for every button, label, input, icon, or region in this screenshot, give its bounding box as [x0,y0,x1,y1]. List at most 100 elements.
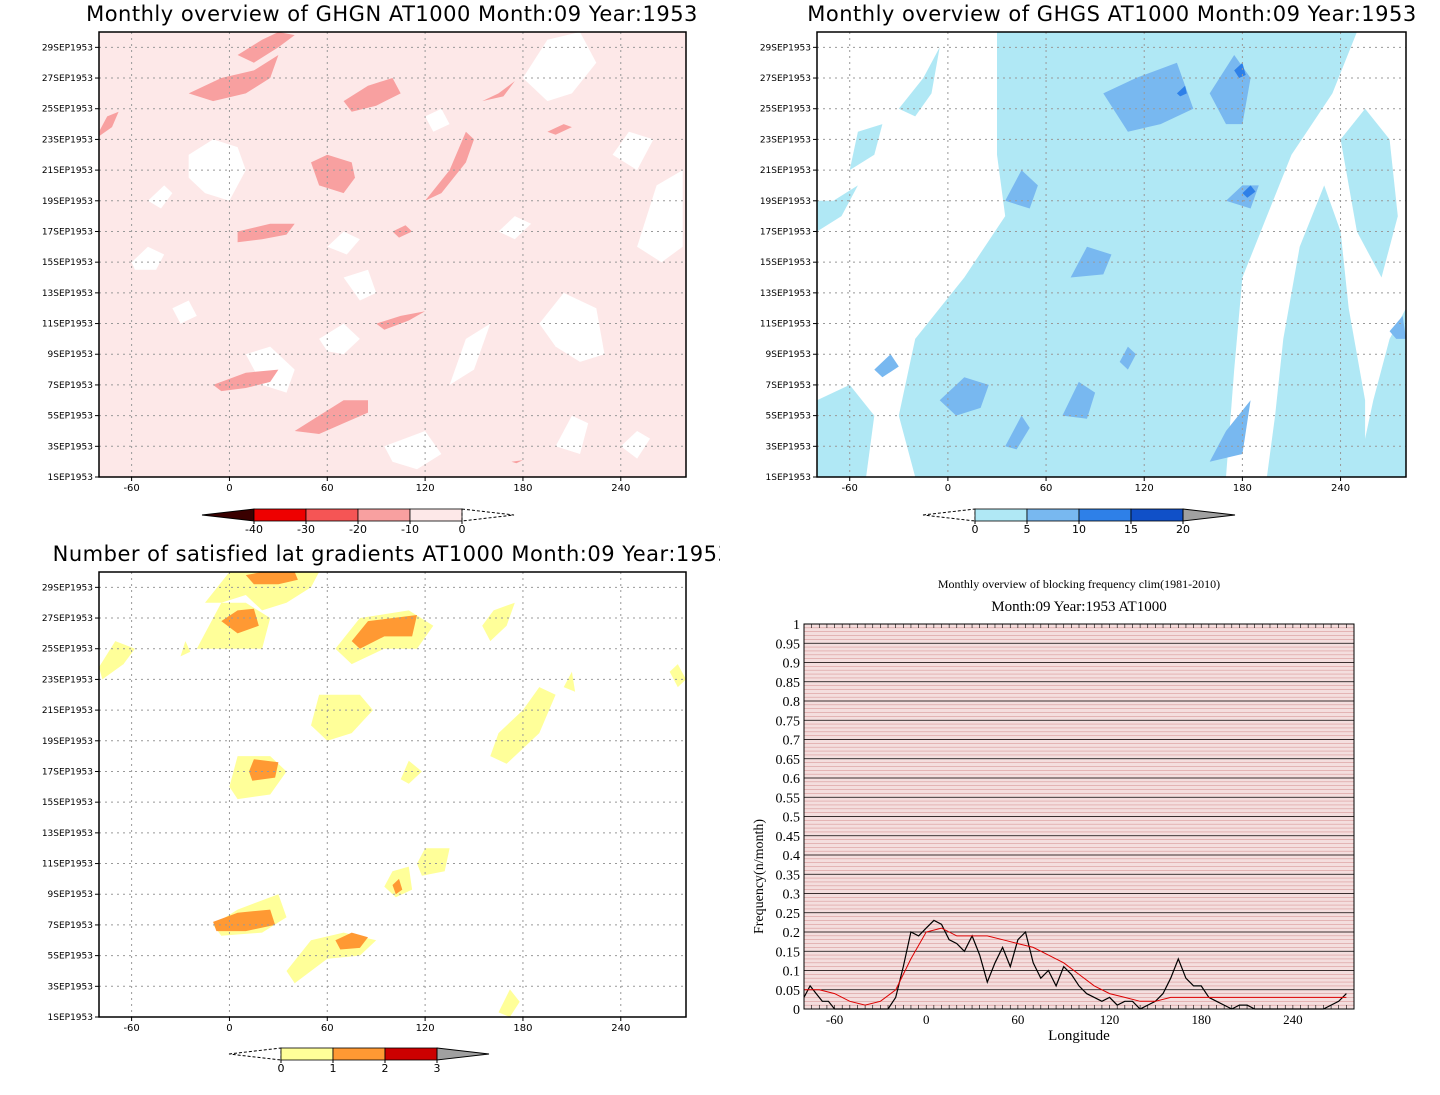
x-tick-label: 120 [1100,1012,1120,1027]
y-tick-label: 11SEP1953 [42,860,93,870]
contour-region [327,231,360,255]
y-tick-label: 0.15 [776,945,801,960]
colorbar-swatch [253,508,307,522]
contour-region [384,431,442,470]
colorbar-extend-low [228,1047,282,1061]
y-tick-label: 15SEP1953 [42,258,93,268]
contour-region [294,400,368,434]
y-tick-label: 3SEP1953 [766,442,811,452]
contour-region [498,989,520,1017]
y-tick-label: 29SEP1953 [760,43,811,53]
x-tick-label: 180 [513,483,532,494]
y-tick-label: 13SEP1953 [760,289,811,299]
y-tick-label: 3SEP1953 [48,982,93,992]
y-tick-label: 13SEP1953 [42,829,93,839]
contour-region [1062,381,1096,419]
contour-region [1005,170,1038,209]
y-tick-label: 11SEP1953 [42,320,93,330]
contour-region [1070,246,1112,278]
contour-region [311,694,373,741]
x-tick-label: 120 [416,483,435,494]
x-tick-label: -60 [123,483,139,494]
contour-region [498,216,532,240]
contour-region [343,269,377,301]
y-tick-label: 0.3 [783,888,801,903]
y-tick-label: 0.5 [783,811,801,826]
y-tick-label: 9SEP1953 [48,890,93,900]
colorbar-label: 10 [1072,523,1086,536]
contour-region [547,124,572,135]
panel-blocking-frequency: Monthly overview of blocking frequency c… [720,560,1440,1091]
colorbar-swatch [974,508,1028,522]
y-tick-label: 19SEP1953 [42,737,93,747]
contour-region [522,32,597,102]
contour-region [392,878,403,895]
colorbar-swatch [1078,508,1132,522]
chart-title: Monthly overview of GHGS AT1000 Month:09… [807,2,1416,26]
contour-region [392,225,413,238]
y-tick-label: 0.8 [783,695,801,710]
y-tick-label: 0.4 [783,849,801,864]
chart-title: Monthly overview of GHGN AT1000 Month:09… [86,2,698,26]
y-tick-label: 0.25 [776,907,801,922]
contour-region [335,932,368,950]
y-tick-label: 27SEP1953 [42,614,93,624]
y-tick-label: 1SEP1953 [766,473,811,483]
regions-group [99,572,686,1017]
y-tick-label: 0.65 [776,753,801,768]
x-tick-label: 0 [226,483,232,494]
y-tick-label: 0.55 [776,791,801,806]
contour-region [188,139,246,201]
contour-region [237,223,295,243]
colorbar-label: 15 [1124,523,1138,536]
colorbar-label: -20 [349,523,367,536]
contour-region [147,185,173,209]
contour-region [213,909,276,932]
contour-region [1176,85,1187,97]
y-tick-label: 17SEP1953 [760,227,811,237]
y-tick-label: 9SEP1953 [766,350,811,360]
y-tick-label: 0.9 [783,657,801,672]
y-tick-label: 21SEP1953 [42,166,93,176]
y-tick-label: 5SEP1953 [48,952,93,962]
colorbar-extend-low [922,508,976,522]
y-tick-label: 0.6 [783,772,801,787]
x-tick-label: 240 [1283,1012,1303,1027]
y-tick-label: 9SEP1953 [48,350,93,360]
colorbar-label: 0 [278,1062,285,1075]
x-tick-label: 180 [513,1023,532,1034]
contour-region [400,760,422,784]
y-axis-label: Frequency(n/month) [752,819,767,934]
contour-region [449,323,491,385]
contour-region [874,354,899,378]
colorbar-swatch [357,508,411,522]
contour-region [1389,315,1406,339]
contour-region [898,47,940,117]
x-tick-label: -60 [826,1012,843,1027]
colorbar-label: -40 [245,523,263,536]
y-tick-label: 25SEP1953 [42,105,93,115]
x-tick-label: 60 [1040,483,1053,494]
chart-blocking-frequency: Monthly overview of blocking frequency c… [752,577,1355,1044]
x-tick-label: 0 [226,1023,232,1034]
contour-region [213,369,279,392]
y-tick-label: 1SEP1953 [48,473,93,483]
y-tick-label: 7SEP1953 [48,381,93,391]
y-tick-label: 27SEP1953 [42,74,93,84]
x-tick-label: 180 [1191,1012,1211,1027]
y-tick-label: 15SEP1953 [42,798,93,808]
y-tick-label: 19SEP1953 [760,197,811,207]
contour-region [425,131,474,201]
colorbar-label: 3 [434,1062,441,1075]
contour-region [376,311,426,330]
y-tick-label: 0.7 [783,734,801,749]
y-tick-label: 19SEP1953 [42,197,93,207]
colorbar-label: 20 [1176,523,1190,536]
y-tick-label: 15SEP1953 [760,258,811,268]
panel-lat-gradients: Number of satisfied lat gradients AT1000… [0,540,731,1091]
colorbar-swatch [332,1047,386,1061]
colorbar-label: 1 [330,1062,337,1075]
y-tick-label: 23SEP1953 [42,135,93,145]
contour-region [490,687,556,764]
chart-ghgn: Monthly overview of GHGN AT1000 Month:09… [42,2,698,536]
